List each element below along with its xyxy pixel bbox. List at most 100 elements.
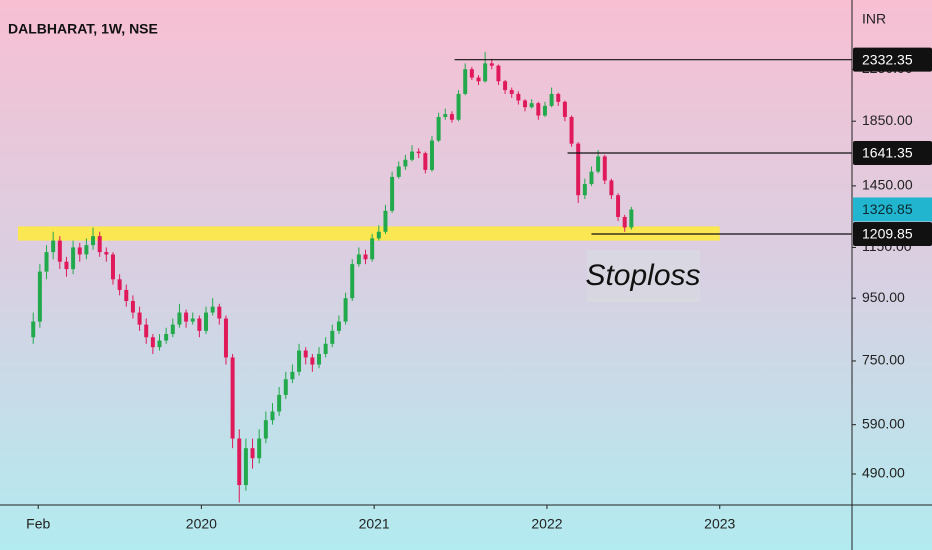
candle-body [190,318,195,322]
candle-body [496,65,501,82]
candle-body [217,306,222,319]
candle-body [310,357,315,365]
candle-body [57,240,62,262]
candle-body [197,318,202,331]
candle-body [303,350,308,358]
candle-body [456,93,461,120]
candle-body [137,312,142,325]
y-tick-label: 1450.00 [862,177,913,193]
candle-body [449,114,454,120]
candle-body [582,184,587,196]
candle-body [177,312,182,325]
candle-body [383,210,388,232]
candle-body [489,63,494,66]
candle-body [323,343,328,354]
y-tick-label: 1850.00 [862,112,913,128]
candle-body [71,247,76,270]
candle-body [516,93,521,101]
candle-body [77,247,82,255]
candle-body [104,252,109,255]
candle-body [443,114,448,117]
candle-body [97,236,102,253]
annotation-box [587,250,700,302]
candle-body [542,105,547,116]
candle-body [476,77,481,82]
candle-body [576,143,581,196]
candle-body [130,300,135,313]
candle-body [396,166,401,177]
candle-body [51,240,56,253]
candle-body [243,448,248,486]
candle-body [230,357,235,439]
candle-body [589,171,594,185]
level-label-box [853,140,932,165]
support-zone [17,226,720,241]
candle-body [363,254,368,260]
candle-body [157,340,162,348]
candle-body [164,334,169,341]
candle-body [602,156,607,181]
level-label: 1209.85 [862,226,913,242]
candle-body [277,394,282,412]
candle-body [616,195,621,217]
candle-body [84,245,89,255]
candle-body [204,312,209,331]
chart-title: DALBHARAT, 1W, NSE [8,21,158,37]
level-label-box [853,221,932,246]
plot-area [17,52,852,503]
candle-body [436,116,441,141]
candle-body [223,318,228,358]
y-tick-label: 750.00 [862,352,905,368]
candle-body [596,156,601,172]
last-price-box [853,197,932,222]
candle-body [523,100,528,108]
candle-body [31,321,36,338]
annotation-text: Stoploss [585,259,700,292]
candle-body [117,279,122,290]
candle-body [403,159,408,167]
candle-body [469,69,474,78]
level-label-box [853,47,932,72]
candle-body [336,321,341,331]
candle-body [503,81,508,91]
candle-body [609,180,614,196]
y-tick-label: 950.00 [862,289,905,305]
candle-body [343,298,348,322]
candle-body [263,420,268,439]
candle-body [297,350,302,372]
x-tick-label: 2022 [531,516,562,532]
candle-body [376,231,381,239]
candle-body [423,153,428,170]
candle-body [144,324,149,338]
candle-body [184,312,189,322]
level-label: 1641.35 [862,145,913,161]
x-tick-label: 2023 [704,516,735,532]
candle-body [283,379,288,395]
candle-body [529,103,534,108]
candle-body [370,238,375,260]
level-label: 2332.35 [862,51,913,67]
candle-body [536,103,541,116]
y-tick-label: 590.00 [862,415,905,431]
candle-body [410,151,415,160]
candle-body [350,264,355,299]
candle-body [556,93,561,102]
candle-body [390,176,395,211]
candle-body [509,90,514,94]
x-tick-label: Feb [26,516,50,532]
candle-body [356,254,361,265]
candle-body [124,289,129,301]
currency-label: INR [862,11,886,27]
candle-body [270,411,275,421]
x-tick-label: 2021 [359,516,390,532]
x-tick-label: 2020 [186,516,217,532]
y-tick-label: 490.00 [862,465,905,481]
candle-body [622,216,627,228]
candle-body [569,116,574,144]
candle-body [290,371,295,380]
candle-body [150,337,155,348]
candle-body [562,101,567,117]
candle-body [629,209,634,228]
last-price-label: 1326.85 [862,201,913,217]
